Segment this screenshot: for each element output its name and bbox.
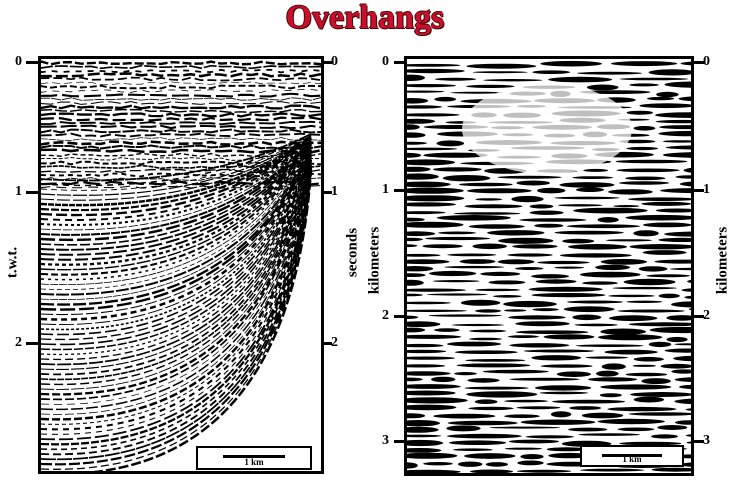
tick-right-1: 1	[331, 184, 338, 199]
axis-label-kilometers-left: kilometers	[366, 226, 383, 295]
tick-left-0: 0	[15, 54, 22, 69]
tick-right-panel-left-1: 1	[382, 182, 389, 197]
axis-label-kilometers-right: kilometers	[714, 226, 730, 295]
tick-right-panel-left-2: 2	[382, 308, 389, 323]
axis-label-twt: t.w.t.	[4, 246, 21, 279]
seismic-reflections-right	[407, 60, 691, 473]
tick-right-panel-left-3: 3	[382, 433, 389, 448]
scale-bar-left: 1 km	[196, 446, 312, 470]
seismic-reflections-left	[41, 60, 321, 471]
seismic-section-right	[404, 56, 694, 476]
tick-right-2: 2	[331, 335, 338, 350]
tick-left-2: 2	[15, 335, 22, 350]
seismic-section-left	[38, 56, 324, 474]
tick-right-panel-right-3: 3	[703, 433, 710, 448]
scale-bar-right: 1 km	[580, 445, 684, 467]
tick-left-1: 1	[15, 184, 22, 199]
scale-bar-label: 1 km	[244, 457, 264, 467]
scale-bar-line	[223, 455, 285, 458]
tick-right-panel-right-1: 1	[703, 182, 710, 197]
axis-label-seconds: seconds	[344, 227, 361, 278]
scale-bar-label: 1 km	[622, 454, 642, 464]
tick-right-0: 0	[331, 54, 338, 69]
tick-right-panel-right-0: 0	[703, 54, 710, 69]
page-title: Overhangs	[285, 0, 445, 36]
scale-bar-line	[602, 454, 662, 457]
tick-right-panel-right-2: 2	[703, 308, 710, 323]
tick-right-panel-left-0: 0	[382, 54, 389, 69]
